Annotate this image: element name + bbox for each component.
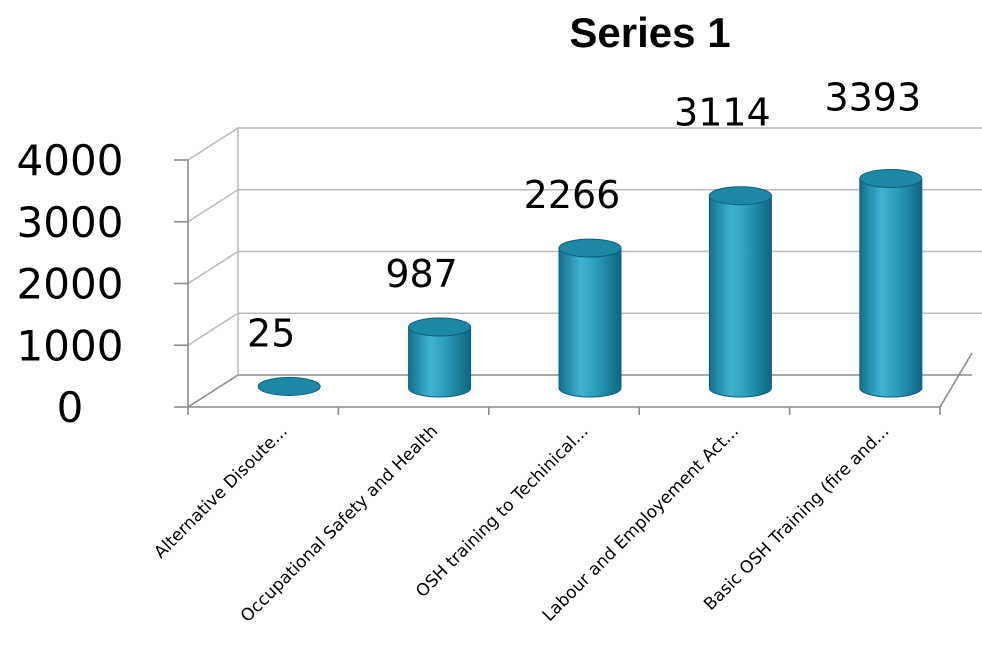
- bar: [408, 317, 472, 398]
- y-tick-label: 0: [57, 383, 84, 432]
- x-tick-label: Alternative Disoute...: [150, 421, 291, 562]
- bar: [257, 376, 321, 396]
- axes: [174, 128, 973, 415]
- chart-title: Series 1: [569, 9, 730, 56]
- x-tick-label: Basic OSH Training (fire and...: [700, 421, 893, 614]
- bars: [257, 168, 923, 398]
- bar: [558, 238, 622, 398]
- y-tick-label: 3000: [17, 198, 124, 247]
- data-label: 25: [247, 311, 295, 355]
- x-axis-tick-labels: Alternative Disoute...Occupational Safet…: [150, 421, 893, 626]
- y-tick-label: 2000: [17, 260, 124, 309]
- data-label: 2266: [524, 173, 621, 217]
- data-label: 987: [385, 252, 458, 296]
- data-labels: 25 987 2266 3114 3393: [247, 75, 921, 355]
- y-axis-tick-labels: 0 1000 2000 3000 4000: [17, 136, 124, 432]
- bar: [708, 186, 772, 398]
- y-tick-label: 4000: [17, 136, 124, 185]
- data-label: 3114: [674, 91, 771, 135]
- x-tick-label: OSH training to Techinical...: [412, 421, 592, 601]
- y-tick-label: 1000: [17, 321, 124, 370]
- data-label: 3393: [824, 75, 921, 119]
- bar: [859, 168, 923, 398]
- gridline: [187, 127, 982, 161]
